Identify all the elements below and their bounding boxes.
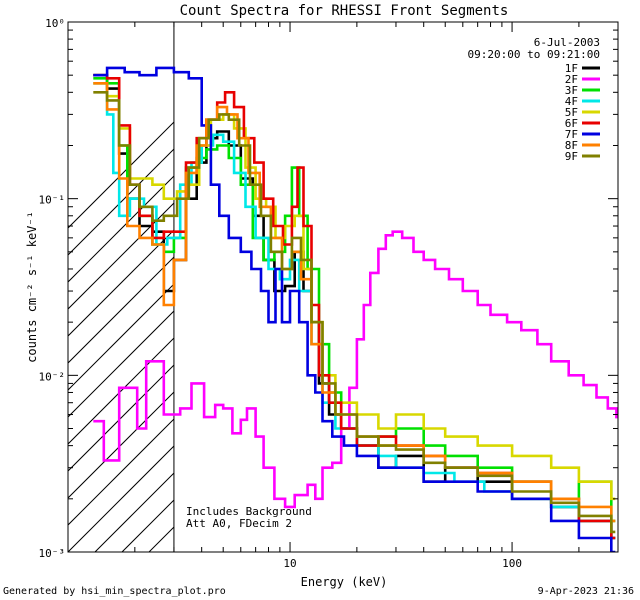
series-line-9F: [93, 91, 616, 534]
legend-label-7F: 7F: [565, 128, 578, 141]
series-line-7F: [93, 66, 616, 552]
series-line-5F: [93, 82, 616, 501]
legend-label-5F: 5F: [565, 106, 578, 119]
hatch-mask: [173, 22, 618, 552]
y-tick-label: 10⁰: [45, 17, 65, 30]
date-label: 6-Jul-2003: [534, 36, 600, 49]
x-tick-label: 10: [283, 557, 296, 570]
legend-label-3F: 3F: [565, 84, 578, 97]
y-axis-label: counts cm⁻² s⁻¹ keV⁻¹: [25, 211, 39, 363]
annotation-attenuator: Att A0, FDecim 2: [186, 517, 292, 530]
x-tick-label: 100: [502, 557, 522, 570]
legend-label-8F: 8F: [565, 139, 578, 152]
legend-label-1F: 1F: [565, 62, 578, 75]
legend-label-6F: 6F: [565, 117, 578, 130]
legend-label-4F: 4F: [565, 95, 578, 108]
y-tick-label: 10⁻²: [39, 370, 66, 383]
timestamp-label: 9-Apr-2023 21:36: [537, 586, 634, 597]
series-line-1F: [93, 73, 616, 540]
generated-by-label: Generated by hsi_min_spectra_plot.pro: [3, 586, 226, 597]
x-axis-label: Energy (keV): [301, 575, 388, 589]
legend-label-9F: 9F: [565, 150, 578, 163]
series-line-2F: [93, 230, 618, 509]
y-tick-label: 10⁻³: [39, 547, 66, 560]
y-tick-label: 10⁻¹: [39, 194, 66, 207]
legend-label-2F: 2F: [565, 73, 578, 86]
annotation-background: Includes Background: [186, 505, 312, 518]
time-range-label: 09:20:00 to 09:21:00: [468, 48, 600, 61]
chart-title: Count Spectra for RHESSI Front Segments: [180, 3, 509, 19]
plot-frame: [67, 21, 619, 553]
